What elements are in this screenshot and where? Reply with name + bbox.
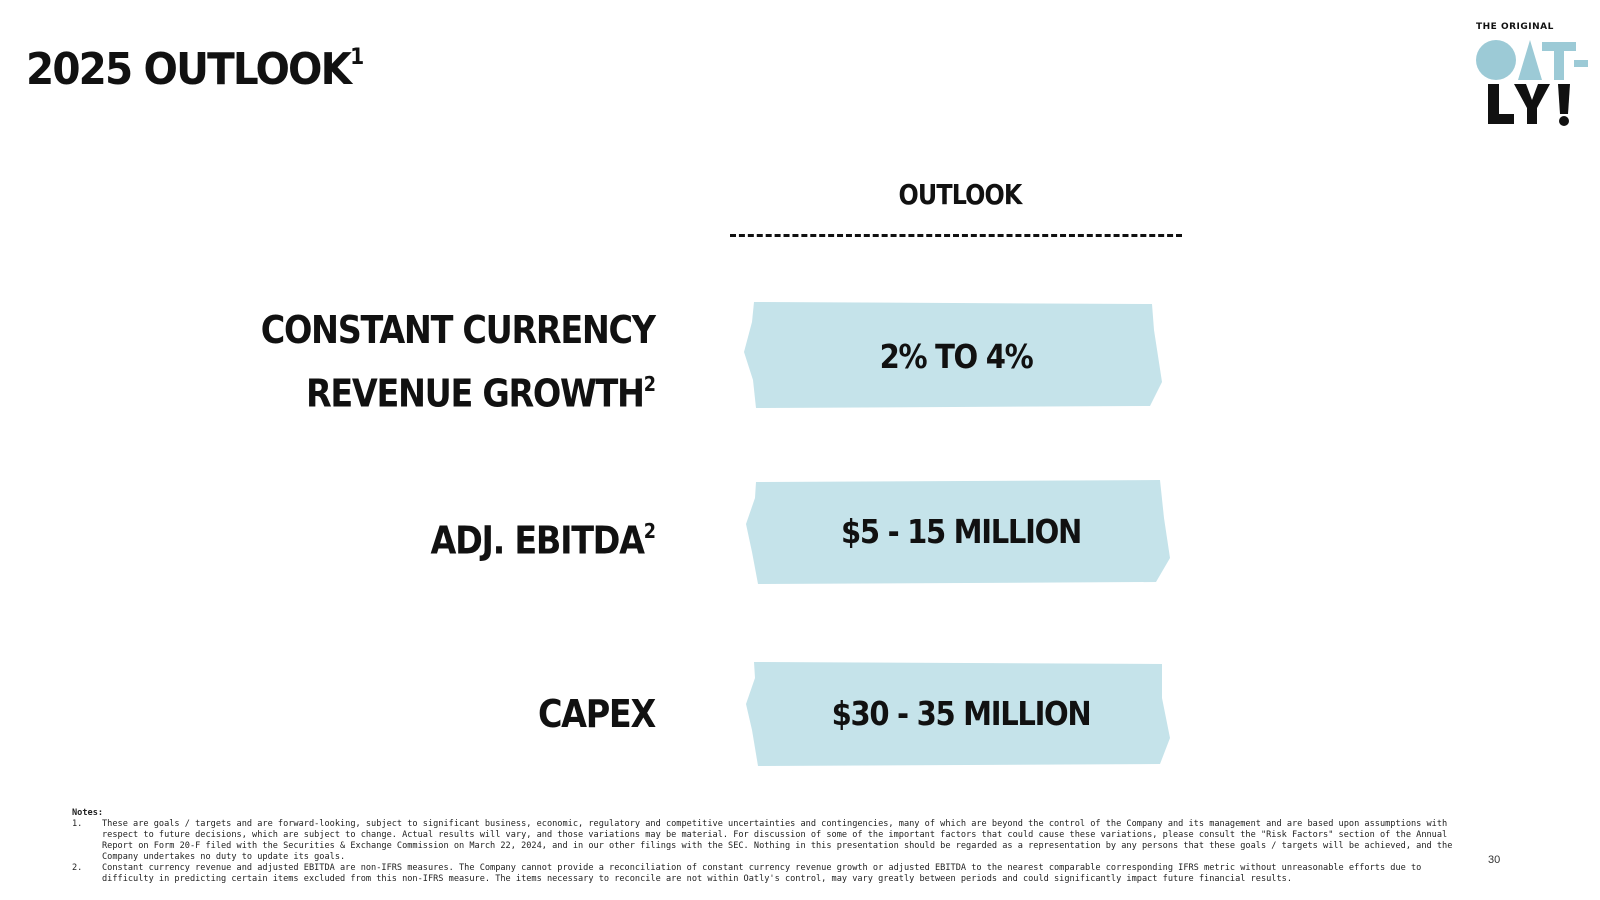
slide-title: 2025 OUTLOOK1: [26, 44, 364, 97]
value-capex: $30 - 35 MILLION: [831, 693, 1092, 733]
row-label-adj-ebitda: ADJ. EBITDA2: [430, 505, 656, 569]
row-label-line1: CONSTANT CURRENCY: [261, 308, 656, 352]
value-adj-ebitda: $5 - 15 MILLION: [841, 511, 1082, 551]
page-number: 30: [1488, 854, 1501, 866]
row-label-line2: REVENUE GROWTH2: [261, 358, 656, 422]
notes-heading: Notes:: [72, 808, 104, 818]
value-box-capex: $30 - 35 MILLION: [746, 660, 1176, 766]
footnote-number: 1.: [72, 819, 83, 829]
value-box-shape: [746, 480, 1170, 584]
oatly-logo: THE ORIGINAL: [1474, 18, 1590, 130]
footnote-number: 2.: [72, 863, 83, 873]
row-label-line2-text: REVENUE GROWTH: [306, 371, 645, 416]
title-footnote-ref: 1: [350, 45, 364, 71]
row-label-capex: CAPEX: [538, 686, 656, 742]
row-label-constant-currency: CONSTANT CURRENCY REVENUE GROWTH2: [261, 302, 656, 422]
footnote-1: 1. These are goals / targets and are for…: [72, 819, 1462, 863]
value-box-revenue-growth: 2% TO 4%: [744, 300, 1168, 412]
value-box-shape: [746, 662, 1170, 766]
footnote-ref: 2: [644, 519, 656, 543]
footnote-text: Constant currency revenue and adjusted E…: [102, 863, 1422, 884]
slide-title-text: 2025 OUTLOOK: [26, 44, 352, 95]
value-box-adj-ebitda: $5 - 15 MILLION: [746, 478, 1176, 584]
outlook-column-header: OUTLOOK: [898, 178, 1022, 211]
value-box-shape: [744, 302, 1162, 408]
header-dashed-divider: [730, 234, 1182, 237]
footnote-2: 2. Constant currency revenue and adjuste…: [72, 863, 1462, 885]
row-label-line1: ADJ. EBITDA2: [430, 505, 656, 569]
value-revenue-growth: 2% TO 4%: [879, 336, 1034, 376]
footnotes: Notes: 1. These are goals / targets and …: [72, 808, 1462, 885]
logo-tagline: THE ORIGINAL: [1476, 22, 1554, 32]
logo-wordmark-icon: [1476, 40, 1588, 126]
footnote-text: These are goals / targets and are forwar…: [102, 819, 1453, 862]
footnote-ref: 2: [644, 372, 656, 396]
row-label-text: CAPEX: [538, 692, 656, 736]
row-label-text: ADJ. EBITDA: [430, 518, 645, 563]
